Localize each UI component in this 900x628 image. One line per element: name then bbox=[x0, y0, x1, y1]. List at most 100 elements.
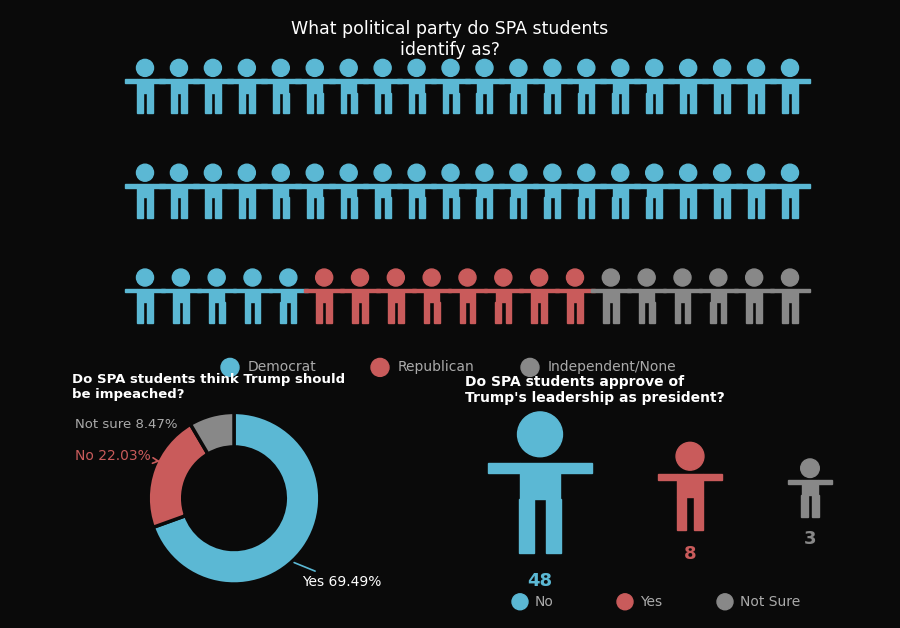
Circle shape bbox=[208, 269, 225, 286]
Polygon shape bbox=[227, 79, 239, 83]
Polygon shape bbox=[375, 184, 391, 197]
Polygon shape bbox=[746, 302, 752, 323]
Circle shape bbox=[374, 60, 392, 77]
Polygon shape bbox=[464, 184, 477, 188]
Polygon shape bbox=[398, 302, 404, 323]
Polygon shape bbox=[759, 92, 764, 113]
Polygon shape bbox=[173, 288, 188, 302]
Polygon shape bbox=[388, 288, 403, 302]
Polygon shape bbox=[802, 480, 818, 495]
Polygon shape bbox=[138, 79, 153, 92]
Polygon shape bbox=[749, 184, 764, 197]
Polygon shape bbox=[639, 288, 654, 302]
Polygon shape bbox=[519, 463, 561, 499]
Polygon shape bbox=[239, 184, 255, 197]
Circle shape bbox=[273, 164, 289, 181]
Polygon shape bbox=[317, 197, 323, 218]
Polygon shape bbox=[724, 197, 730, 218]
Polygon shape bbox=[639, 302, 644, 323]
Polygon shape bbox=[194, 184, 205, 188]
Polygon shape bbox=[499, 79, 510, 83]
Circle shape bbox=[238, 164, 256, 181]
Text: Do SPA students think Trump should
be impeached?: Do SPA students think Trump should be im… bbox=[72, 372, 345, 401]
Polygon shape bbox=[464, 79, 477, 83]
Polygon shape bbox=[782, 197, 788, 218]
Polygon shape bbox=[600, 79, 613, 83]
Text: Independent/None: Independent/None bbox=[548, 360, 677, 374]
Circle shape bbox=[204, 164, 221, 181]
Circle shape bbox=[273, 60, 289, 77]
Polygon shape bbox=[792, 197, 798, 218]
Polygon shape bbox=[424, 79, 436, 83]
Circle shape bbox=[442, 60, 459, 77]
Polygon shape bbox=[194, 79, 205, 83]
Polygon shape bbox=[748, 92, 754, 113]
Circle shape bbox=[280, 269, 297, 286]
Polygon shape bbox=[782, 288, 797, 302]
Circle shape bbox=[710, 269, 727, 286]
Polygon shape bbox=[603, 302, 608, 323]
Polygon shape bbox=[764, 79, 776, 83]
Polygon shape bbox=[255, 79, 266, 83]
Polygon shape bbox=[544, 79, 560, 92]
Circle shape bbox=[374, 164, 392, 181]
Polygon shape bbox=[511, 288, 523, 293]
Circle shape bbox=[495, 269, 512, 286]
Polygon shape bbox=[542, 302, 547, 323]
Polygon shape bbox=[646, 92, 652, 113]
Polygon shape bbox=[137, 197, 143, 218]
Polygon shape bbox=[374, 92, 381, 113]
Polygon shape bbox=[702, 79, 715, 83]
Polygon shape bbox=[171, 79, 186, 92]
Polygon shape bbox=[818, 480, 832, 484]
Polygon shape bbox=[295, 79, 307, 83]
Polygon shape bbox=[566, 184, 579, 188]
Polygon shape bbox=[612, 92, 618, 113]
Polygon shape bbox=[255, 184, 266, 188]
Polygon shape bbox=[307, 197, 312, 218]
Polygon shape bbox=[662, 184, 674, 188]
Polygon shape bbox=[715, 184, 730, 197]
Polygon shape bbox=[283, 197, 289, 218]
Polygon shape bbox=[153, 184, 165, 188]
Polygon shape bbox=[138, 288, 153, 302]
Polygon shape bbox=[409, 79, 424, 92]
Polygon shape bbox=[545, 499, 561, 553]
Polygon shape bbox=[183, 302, 189, 323]
Polygon shape bbox=[385, 197, 391, 218]
Polygon shape bbox=[594, 184, 606, 188]
Polygon shape bbox=[397, 184, 409, 188]
Polygon shape bbox=[341, 79, 356, 92]
Circle shape bbox=[518, 412, 562, 457]
Polygon shape bbox=[797, 79, 810, 83]
Polygon shape bbox=[148, 302, 153, 323]
Polygon shape bbox=[714, 197, 720, 218]
Polygon shape bbox=[273, 184, 289, 197]
Polygon shape bbox=[418, 92, 425, 113]
Polygon shape bbox=[443, 79, 458, 92]
Polygon shape bbox=[307, 92, 312, 113]
Polygon shape bbox=[634, 184, 646, 188]
Polygon shape bbox=[215, 92, 220, 113]
Polygon shape bbox=[205, 92, 211, 113]
Wedge shape bbox=[153, 413, 320, 584]
Polygon shape bbox=[770, 79, 782, 83]
Polygon shape bbox=[316, 302, 322, 323]
Circle shape bbox=[459, 269, 476, 286]
Polygon shape bbox=[453, 92, 458, 113]
Circle shape bbox=[204, 60, 221, 77]
Polygon shape bbox=[627, 288, 639, 293]
Polygon shape bbox=[544, 184, 560, 197]
Polygon shape bbox=[526, 79, 538, 83]
Polygon shape bbox=[554, 197, 561, 218]
Polygon shape bbox=[532, 288, 547, 302]
Polygon shape bbox=[470, 302, 475, 323]
Circle shape bbox=[137, 164, 154, 181]
Polygon shape bbox=[439, 288, 452, 293]
Circle shape bbox=[617, 594, 633, 610]
Polygon shape bbox=[678, 474, 703, 497]
Polygon shape bbox=[674, 302, 680, 323]
Polygon shape bbox=[291, 302, 296, 323]
Polygon shape bbox=[547, 288, 559, 293]
Polygon shape bbox=[730, 184, 742, 188]
